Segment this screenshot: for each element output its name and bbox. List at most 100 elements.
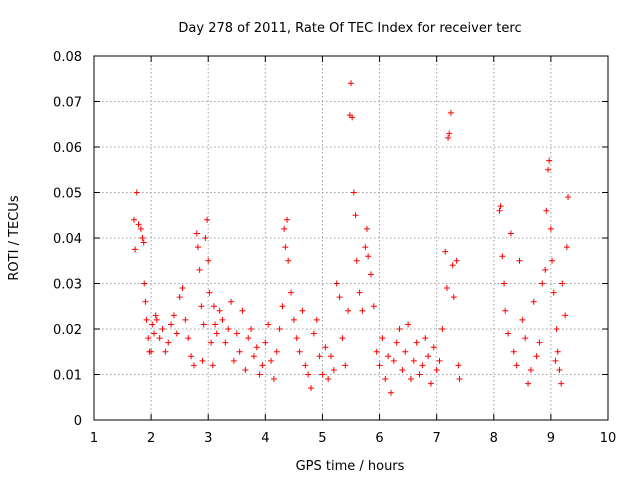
data-point xyxy=(210,303,217,310)
data-point xyxy=(542,266,549,273)
data-point xyxy=(376,362,383,369)
data-point xyxy=(382,376,389,383)
data-point xyxy=(200,321,207,328)
data-point xyxy=(536,339,543,346)
data-point xyxy=(425,353,432,360)
data-point xyxy=(545,166,552,173)
x-axis-label: GPS time / hours xyxy=(296,459,405,474)
data-point xyxy=(159,326,166,332)
y-tick-label: 0.02 xyxy=(53,323,82,338)
data-point xyxy=(456,376,463,383)
data-point xyxy=(182,316,189,323)
data-point xyxy=(279,303,286,310)
data-point xyxy=(430,344,437,351)
data-point xyxy=(228,298,235,305)
data-point xyxy=(213,330,220,337)
data-point xyxy=(308,385,315,392)
data-point xyxy=(130,216,137,223)
data-point xyxy=(359,307,366,314)
data-point xyxy=(162,348,169,355)
data-point xyxy=(356,289,363,296)
data-point xyxy=(270,376,277,383)
data-point xyxy=(365,253,372,260)
data-point xyxy=(262,339,269,346)
data-point xyxy=(216,307,223,314)
data-point xyxy=(319,371,326,378)
data-point xyxy=(242,366,249,373)
data-point xyxy=(212,321,219,328)
data-point xyxy=(293,335,300,342)
data-point xyxy=(208,339,215,346)
data-point xyxy=(296,348,303,355)
grid xyxy=(94,56,608,420)
data-point xyxy=(350,189,357,196)
data-point xyxy=(173,330,180,337)
data-point xyxy=(145,335,152,342)
data-point xyxy=(142,298,149,305)
data-point xyxy=(565,194,572,201)
y-tick-label: 0.01 xyxy=(53,369,82,384)
data-point xyxy=(450,294,457,301)
data-point xyxy=(168,321,175,328)
data-point xyxy=(202,235,209,241)
data-point xyxy=(209,362,216,369)
x-tick-label: 5 xyxy=(318,431,326,446)
data-point xyxy=(222,339,229,346)
data-point xyxy=(370,303,377,310)
y-tick-label: 0.07 xyxy=(53,96,82,111)
data-point xyxy=(363,225,370,232)
data-point xyxy=(165,339,172,346)
data-point xyxy=(325,376,332,383)
chart-title: Day 278 of 2011, Rate Of TEC Index for r… xyxy=(178,21,521,36)
data-points xyxy=(130,80,572,396)
data-point xyxy=(530,298,537,305)
data-point xyxy=(149,321,156,328)
data-point xyxy=(513,362,520,369)
data-point xyxy=(522,335,529,342)
data-point xyxy=(554,348,561,355)
data-point xyxy=(150,330,157,337)
data-point xyxy=(282,244,289,251)
data-point xyxy=(563,244,570,251)
x-axis-tick-labels: 1 2 3 4 5 6 7 8 9 10 xyxy=(90,431,616,446)
data-point xyxy=(550,289,557,296)
data-point xyxy=(455,362,462,369)
data-point xyxy=(410,357,417,364)
data-point xyxy=(387,389,394,396)
data-point xyxy=(396,326,403,332)
data-point xyxy=(439,326,446,332)
data-point xyxy=(379,335,386,342)
data-point xyxy=(527,366,534,373)
data-point xyxy=(502,307,509,314)
data-point xyxy=(194,244,201,251)
data-point xyxy=(345,307,352,314)
data-point xyxy=(153,316,160,323)
data-point xyxy=(141,280,148,287)
data-point xyxy=(442,248,449,255)
data-point xyxy=(546,157,553,164)
data-point xyxy=(393,339,400,346)
data-point xyxy=(310,330,317,337)
axis-ticks xyxy=(93,55,609,421)
data-point xyxy=(330,366,337,373)
data-point xyxy=(256,371,263,378)
data-point xyxy=(419,362,426,369)
data-point xyxy=(367,271,374,278)
data-point xyxy=(245,335,252,342)
data-point xyxy=(556,366,563,373)
data-point xyxy=(559,280,566,287)
data-point xyxy=(352,212,359,219)
data-point xyxy=(273,348,280,355)
data-point xyxy=(339,335,346,342)
data-point xyxy=(250,353,257,360)
data-point xyxy=(285,257,292,264)
data-point xyxy=(281,225,288,232)
data-point xyxy=(453,257,460,264)
data-point xyxy=(373,348,380,355)
data-point xyxy=(505,330,512,337)
data-point xyxy=(427,380,434,387)
data-point xyxy=(446,130,453,137)
data-point xyxy=(236,348,243,355)
data-point xyxy=(558,380,565,387)
